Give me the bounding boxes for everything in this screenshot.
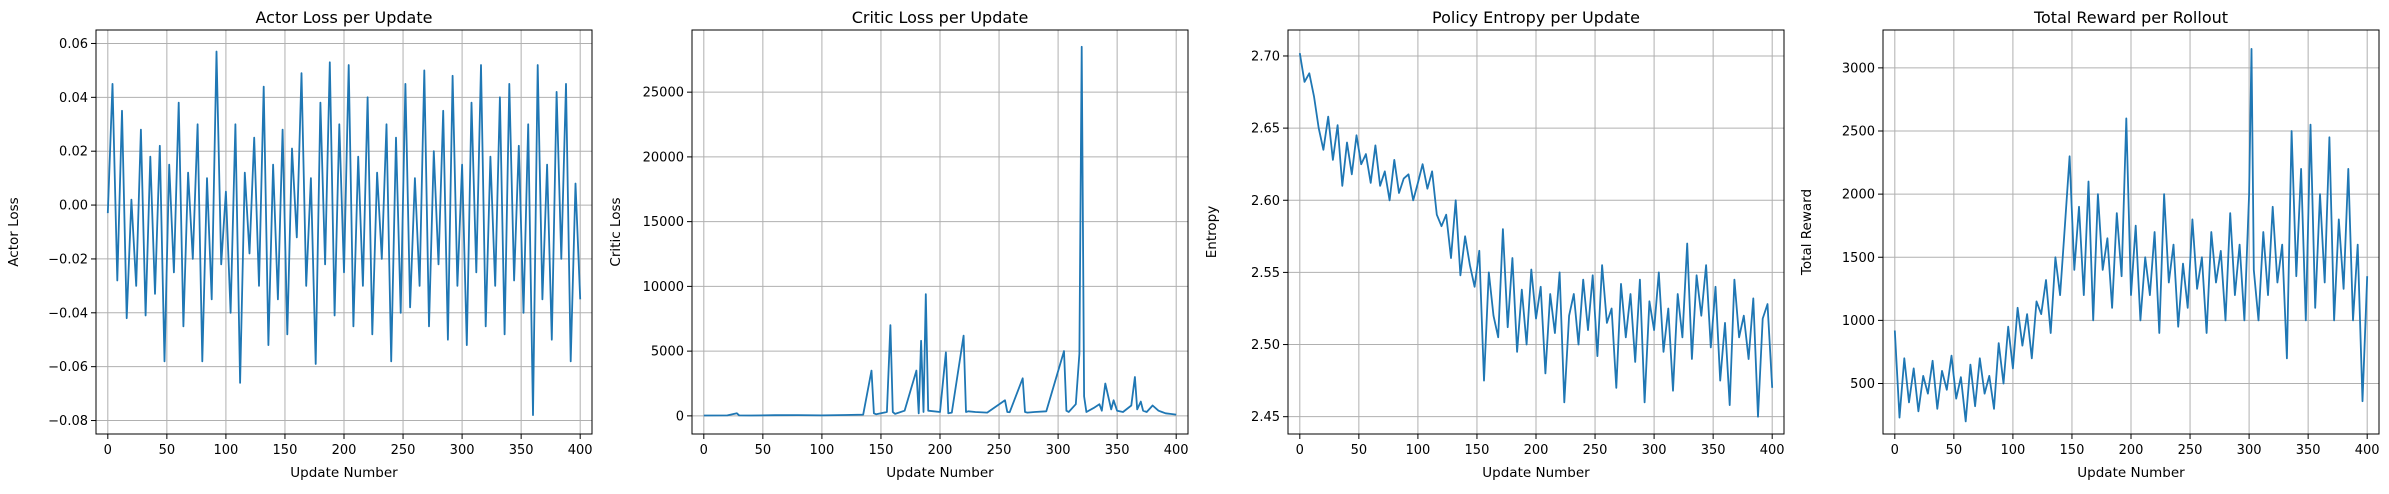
series-line-1 [106, 50, 582, 417]
x-tick-label: 50 [1351, 443, 1368, 458]
y-tick-label: 0.04 [59, 91, 88, 106]
x-tick-label: 350 [509, 443, 534, 458]
chart-title: Total Reward per Rollout [2033, 8, 2228, 27]
y-tick-label: 1500 [1842, 251, 1875, 266]
x-tick-label: 50 [1946, 443, 1963, 458]
y-axis-label: Actor Loss [6, 197, 22, 266]
chart-panel-1: 0 50 100 150 200 250 300 350 400 −0.08 −0.06 −0.04 −… [6, 8, 593, 481]
y-tick-label: 0 [676, 409, 684, 424]
x-tick-label: 150 [2060, 443, 2085, 458]
x-tick-label: 400 [2355, 443, 2380, 458]
chart-title: Actor Loss per Update [256, 8, 433, 27]
chart-title: Policy Entropy per Update [1432, 8, 1640, 27]
x-tick-label: 0 [1296, 443, 1304, 458]
x-tick-label: 300 [1046, 443, 1071, 458]
x-tick-label: 300 [1642, 443, 1667, 458]
x-tick-label: 400 [1760, 443, 1785, 458]
y-tick-label: 0.02 [59, 145, 88, 160]
chart-title: Critic Loss per Update [852, 8, 1029, 27]
x-tick-label: 150 [869, 443, 894, 458]
x-tick-label: 150 [1465, 443, 1490, 458]
y-tick-label: 2.65 [1251, 122, 1280, 137]
x-tick-label: 100 [2000, 443, 2025, 458]
y-tick-label: −0.06 [48, 360, 88, 375]
x-tick-label: 200 [928, 443, 953, 458]
y-tick-label: 0.00 [59, 199, 88, 214]
chart-panel-3: 0 50 100 150 200 250 300 350 400 2.45 2.50 2.55 2.60… [1204, 8, 1785, 481]
y-tick-label: −0.04 [48, 306, 88, 321]
x-tick-label: 200 [1524, 443, 1549, 458]
x-axis-label: Update Number [886, 465, 994, 481]
series-line-1 [703, 45, 1177, 417]
y-axis-label: Entropy [1204, 206, 1220, 258]
x-tick-label: 400 [1164, 443, 1189, 458]
chart-panel-4: 0 50 100 150 200 250 300 350 400 500 1000 1500 2000 2… [1799, 8, 2380, 481]
x-tick-label: 100 [1405, 443, 1430, 458]
x-tick-label: 250 [1583, 443, 1608, 458]
y-tick-label: 1000 [1842, 314, 1875, 329]
x-axis-label: Update Number [2077, 465, 2185, 481]
x-tick-label: 350 [2296, 443, 2321, 458]
x-tick-label: 100 [809, 443, 834, 458]
series-line-1 [1893, 48, 2369, 423]
x-tick-label: 100 [213, 443, 238, 458]
x-tick-label: 150 [273, 443, 298, 458]
x-axis-label: Update Number [1482, 465, 1590, 481]
x-axis-label: Update Number [290, 465, 398, 481]
series-line-1 [1298, 52, 1774, 418]
y-tick-label: 2.50 [1251, 338, 1280, 353]
x-tick-label: 250 [987, 443, 1012, 458]
x-tick-label: 200 [2119, 443, 2144, 458]
x-tick-label: 250 [391, 443, 416, 458]
x-tick-label: 0 [1891, 443, 1899, 458]
y-tick-label: 3000 [1842, 61, 1875, 76]
y-tick-label: 2500 [1842, 125, 1875, 140]
x-tick-label: 50 [159, 443, 176, 458]
y-tick-label: −0.02 [48, 252, 88, 267]
x-tick-label: 400 [568, 443, 593, 458]
x-tick-label: 350 [1701, 443, 1726, 458]
x-tick-label: 300 [450, 443, 475, 458]
y-tick-label: 2.55 [1251, 266, 1280, 281]
x-tick-label: 200 [332, 443, 357, 458]
y-tick-label: 25000 [643, 86, 684, 101]
y-tick-label: 15000 [643, 215, 684, 230]
x-tick-label: 250 [2178, 443, 2203, 458]
y-tick-label: 2.60 [1251, 194, 1280, 209]
y-tick-label: 2.45 [1251, 410, 1280, 425]
y-tick-label: 0.06 [59, 37, 88, 52]
x-tick-label: 50 [755, 443, 772, 458]
y-tick-label: 500 [1850, 377, 1875, 392]
y-tick-label: −0.08 [48, 414, 88, 429]
chart-panel-2: 0 50 100 150 200 250 300 350 400 0 5000 10000 15000 2… [608, 8, 1189, 481]
y-tick-label: 2.70 [1251, 49, 1280, 64]
x-tick-label: 300 [2237, 443, 2262, 458]
y-axis-label: Total Reward [1799, 189, 1815, 276]
x-tick-label: 350 [1105, 443, 1130, 458]
y-axis-label: Critic Loss [608, 197, 624, 266]
y-tick-label: 5000 [651, 345, 684, 360]
y-tick-label: 2000 [1842, 188, 1875, 203]
y-tick-label: 10000 [643, 280, 684, 295]
y-tick-label: 20000 [643, 150, 684, 165]
x-tick-label: 0 [104, 443, 112, 458]
x-tick-label: 0 [700, 443, 708, 458]
